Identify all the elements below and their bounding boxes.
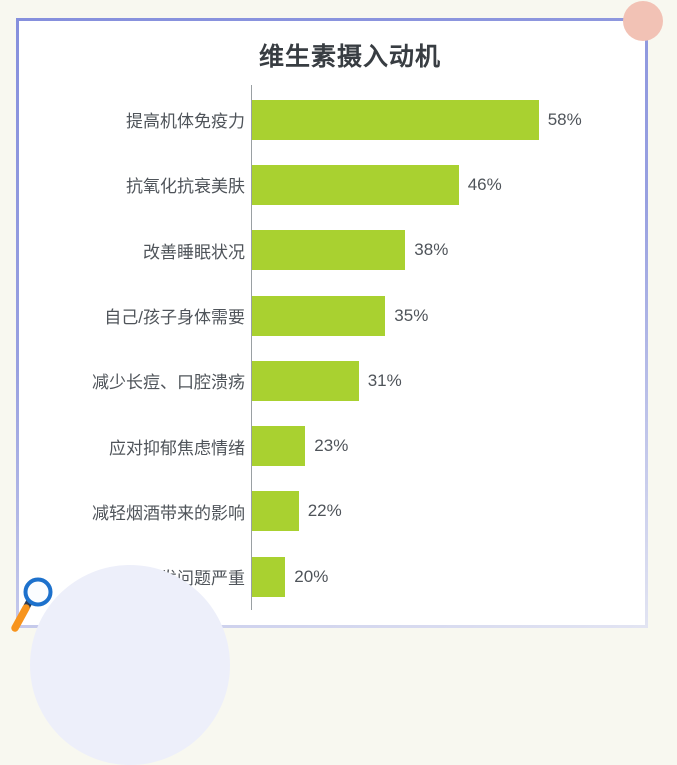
chart-card: 维生素摄入动机 提高机体免疫力 58% 抗氧化抗衰美肤 46% 改善睡眠状况 38% 自己/… bbox=[16, 18, 648, 628]
category-label: 改善睡眠状况 bbox=[143, 242, 245, 262]
value-label: 20% bbox=[294, 566, 329, 586]
value-label: 38% bbox=[414, 240, 449, 260]
bar-row: 自己/孩子身体需要 35% bbox=[19, 283, 645, 348]
value-label: 31% bbox=[367, 370, 402, 390]
bar-track: 31% bbox=[251, 360, 645, 401]
category-label: 抗氧化抗衰美肤 bbox=[126, 177, 245, 197]
magnifier-icon bbox=[5, 568, 65, 643]
chart-title: 维生素摄入动机 bbox=[258, 43, 441, 71]
page-background: 维生素摄入动机 提高机体免疫力 58% 抗氧化抗衰美肤 46% 改善睡眠状况 38% 自己/… bbox=[5, 1, 663, 765]
bar bbox=[252, 426, 306, 467]
bar-track: 38% bbox=[251, 230, 645, 271]
y-axis-line bbox=[251, 85, 252, 610]
bar bbox=[252, 556, 286, 597]
bar-track: 58% bbox=[251, 99, 645, 140]
bar-row: 应对抑郁焦虑情绪 23% bbox=[19, 413, 645, 478]
value-label: 58% bbox=[547, 109, 582, 129]
bar-track: 35% bbox=[251, 295, 645, 336]
value-label: 22% bbox=[307, 501, 342, 521]
value-label: 35% bbox=[394, 305, 429, 325]
bar-row: 抗氧化抗衰美肤 46% bbox=[19, 152, 645, 217]
category-label: 减轻烟酒带来的影响 bbox=[92, 503, 245, 523]
bar bbox=[252, 99, 539, 140]
bar-row: 减少长痘、口腔溃疡 31% bbox=[19, 348, 645, 413]
category-label: 自己/孩子身体需要 bbox=[104, 308, 245, 328]
bar-track: 20% bbox=[251, 556, 645, 597]
category-label: 应对抑郁焦虑情绪 bbox=[109, 438, 245, 458]
bar-row: 提高机体免疫力 58% bbox=[19, 87, 645, 152]
bar bbox=[252, 230, 406, 271]
value-label: 46% bbox=[467, 174, 502, 194]
category-label: 提高机体免疫力 bbox=[126, 112, 245, 132]
bar bbox=[252, 295, 386, 336]
bar-track: 23% bbox=[251, 426, 645, 467]
bar-row: 减轻烟酒带来的影响 22% bbox=[19, 479, 645, 544]
bar-track: 46% bbox=[251, 164, 645, 205]
bar-track: 22% bbox=[251, 491, 645, 532]
pink-circle-decoration bbox=[623, 1, 663, 41]
bar bbox=[252, 491, 299, 532]
bar-row: 改善睡眠状况 38% bbox=[19, 218, 645, 283]
bar bbox=[252, 164, 459, 205]
bar-chart: 提高机体免疫力 58% 抗氧化抗衰美肤 46% 改善睡眠状况 38% 自己/孩子身体需要 35… bbox=[19, 87, 645, 609]
category-label: 减少长痘、口腔溃疡 bbox=[92, 373, 245, 393]
value-label: 23% bbox=[314, 436, 349, 456]
bar bbox=[252, 360, 359, 401]
